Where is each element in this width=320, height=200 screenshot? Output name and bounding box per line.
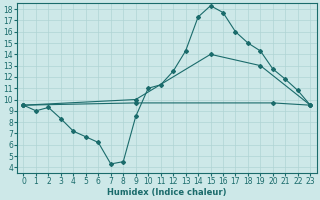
X-axis label: Humidex (Indice chaleur): Humidex (Indice chaleur) (107, 188, 227, 197)
